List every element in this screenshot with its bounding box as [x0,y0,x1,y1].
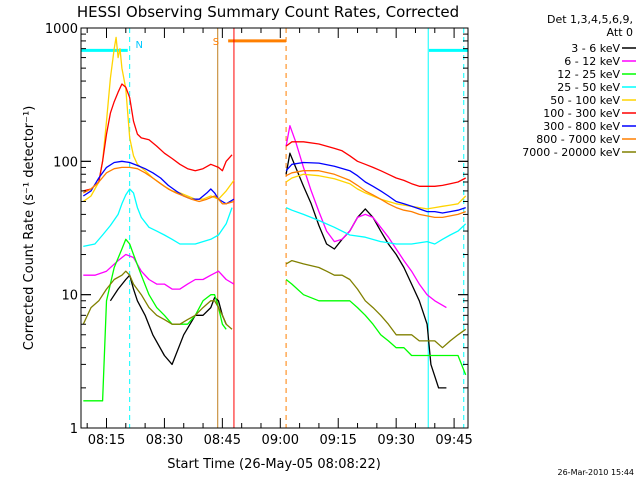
legend-entry-label-6: 300 - 800 keV [543,120,620,133]
plot-frame [80,27,469,429]
series-6-segment-0 [82,160,235,205]
series-3-segment-0 [83,188,233,248]
x-tick-label-4: 09:15 [319,433,356,448]
legend-entry-label-5: 100 - 300 keV [543,107,620,120]
night-label: N [135,40,142,51]
saa-label: S [213,37,219,48]
x-tick-label-1: 08:30 [146,433,183,448]
series-6-segment-1 [285,161,466,214]
series-3-segment-1 [285,207,467,245]
series-8-segment-1 [285,259,467,349]
series-8-segment-0 [82,270,233,330]
series-4-segment-0 [82,36,235,203]
series-7-segment-1 [285,170,466,219]
series-2-segment-0 [83,238,227,402]
series-1-segment-1 [285,125,447,309]
legend-header-line-2: Att 0 [607,26,633,39]
plot-timestamp: 26-Mar-2010 15:44 [558,468,635,477]
y-axis: 1 10 100 1000 [45,22,468,437]
x-tick-label-5: 09:30 [377,433,414,448]
y-tick-label-0: 1 [70,422,78,437]
x-tick-label-3: 09:00 [262,433,299,448]
y-tick-label-3: 1000 [45,22,78,37]
series-4-segment-1 [285,173,467,210]
y-tick-label-1: 10 [61,289,78,304]
x-axis-label: Start Time (26-May-05 08:08:22) [167,457,381,472]
legend-entry-label-2: 12 - 25 keV [557,68,620,81]
legend-entry-label-3: 25 - 50 keV [557,81,620,94]
series-5-segment-0 [83,83,233,192]
y-tick-label-2: 100 [53,155,78,170]
series-7-segment-0 [83,166,235,205]
legend-entry-label-0: 3 - 6 keV [571,42,620,55]
legend-entry-label-1: 6 - 12 keV [564,55,620,68]
series-1-segment-0 [83,253,235,290]
legend-entry-label-7: 800 - 7000 keV [536,133,620,146]
x-tick-label-2: 08:45 [204,433,241,448]
legend-header-line-1: Det 1,3,4,5,6,9, [547,13,633,26]
legend-entry-label-8: 7000 - 20000 keV [522,146,620,159]
legend-entry-label-4: 50 - 100 keV [550,94,620,107]
x-axis: 08:15 08:30 08:45 09:00 09:15 09:30 09:45 [86,28,473,448]
series-5-segment-1 [285,141,466,187]
chart-title: HESSI Observing Summary Count Rates, Cor… [77,3,459,21]
y-axis-label: Corrected Count Rate (s⁻¹ detector⁻¹) [22,106,37,351]
x-tick-label-6: 09:45 [435,433,472,448]
x-tick-label-0: 08:15 [88,433,125,448]
series-2-segment-1 [285,278,467,376]
series-0-segment-1 [285,152,447,389]
